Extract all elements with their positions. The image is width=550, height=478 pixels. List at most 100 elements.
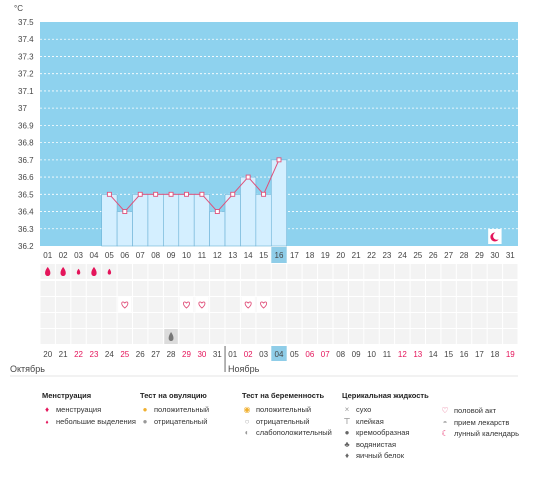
marker-cell: [55, 313, 71, 328]
line-segment: [124, 193, 141, 212]
legend-title-cervical: Церикальная жидкость: [342, 391, 429, 400]
marker-cell: [148, 313, 163, 328]
marker-cell: [287, 329, 302, 344]
cycle-day-label: 11: [198, 251, 207, 260]
marker-cell: [487, 329, 503, 344]
date-label: 21: [59, 350, 68, 359]
drop-icon: [45, 267, 51, 276]
marker-cell: [318, 281, 333, 296]
date-label: 03: [259, 350, 268, 359]
marker-cell: [194, 329, 210, 344]
marker-cell: [271, 313, 287, 328]
marker-cell: [456, 297, 472, 312]
marker-cell: [179, 281, 194, 296]
legend-other: ♡ половой акт ◓ прием лекарств ☾ лунный кал…: [440, 405, 519, 440]
temperature-point: [153, 191, 159, 197]
temperature-bar: [101, 194, 118, 247]
marker-cell: [425, 281, 441, 296]
legend: Менструация ♦ менструация ♦ небольшие выде…: [42, 391, 542, 471]
legend-ovulation: Тест на овуляцию ● положительный ● отрицат…: [140, 391, 209, 427]
legend-label: половой акт: [454, 406, 497, 415]
cycle-day-label: 09: [167, 251, 176, 260]
cycle-day-label: 15: [259, 251, 268, 260]
marker-cell: [348, 313, 364, 328]
marker-cell: [287, 313, 302, 328]
marker-cell: [333, 264, 348, 279]
marker-cell: [487, 264, 503, 279]
marker-cell: [240, 313, 256, 328]
marker-cell: [271, 264, 287, 279]
marker-cell: [179, 264, 194, 279]
date-label: 11: [383, 350, 392, 359]
marker-cell: [472, 329, 487, 344]
marker-cell: [395, 264, 410, 279]
marker-cell: [364, 281, 379, 296]
event-markers: [45, 229, 502, 344]
date-label: 09: [352, 350, 361, 359]
date-label: 19: [506, 350, 515, 359]
legend-label: кремообразная: [356, 428, 410, 437]
heart-cell: [195, 297, 209, 312]
marker-cell: [487, 281, 503, 296]
marker-cell: [225, 281, 240, 296]
marker-cell: [364, 329, 379, 344]
marker-cell: [225, 297, 240, 312]
cycle-day-label: 01: [43, 251, 52, 260]
marker-cell: [86, 297, 102, 312]
y-tick-label: 37.5: [18, 18, 34, 27]
heart-icon: ♡: [441, 406, 449, 415]
marker-cell: [40, 313, 55, 328]
marker-cell: [333, 313, 348, 328]
marker-cell: [102, 281, 117, 296]
sun-icon: ●: [142, 405, 148, 414]
line-segment: [247, 176, 264, 195]
date-label: 12: [398, 350, 407, 359]
marker-cell: [240, 329, 256, 344]
date-label: 15: [444, 350, 453, 359]
marker-cell: [302, 264, 318, 279]
marker-cell: [133, 329, 148, 344]
temperature-bars: [101, 159, 288, 247]
date-axis: 20 21 22 23 24 25 26 27 28 29 30 31 01 02 03 04 05 06 07 08…: [43, 346, 515, 361]
temperature-point: [137, 191, 143, 197]
positive-test-icon: ◉: [243, 405, 251, 414]
date-label: 07: [321, 350, 330, 359]
current-date-highlight: [271, 346, 287, 361]
cycle-day-label: 14: [244, 251, 253, 260]
marker-cell: [148, 281, 163, 296]
temperature-bar: [240, 176, 257, 247]
marker-cell: [425, 313, 441, 328]
cycle-day-label: 12: [213, 251, 222, 260]
marker-cell: [71, 281, 86, 296]
cycle-day-label: 06: [120, 251, 129, 260]
marker-cell: [425, 297, 441, 312]
heart-cell: [118, 297, 132, 312]
marker-cell: [364, 297, 379, 312]
current-day-highlight: [271, 247, 287, 263]
cycle-day-label: 03: [74, 251, 83, 260]
legend-label: отрицательный: [256, 416, 310, 426]
marker-cell: [271, 297, 287, 312]
legend-label: положительный: [154, 405, 210, 414]
marker-cell: [256, 329, 271, 344]
marker-cell: [441, 329, 456, 344]
cycle-day-label: 26: [429, 251, 438, 260]
small-drop-icon: [76, 268, 81, 275]
cycle-day-label: 23: [382, 251, 391, 260]
date-label: 04: [275, 350, 284, 359]
temperature-bar: [193, 194, 210, 247]
marker-cell: [256, 264, 271, 279]
heart-icon: [183, 301, 190, 309]
legend-label: менструация: [56, 405, 102, 414]
cycle-day-label: 20: [336, 251, 345, 260]
marker-cell: [256, 313, 271, 328]
marker-cell: [133, 297, 148, 312]
legend-label: яичный белок: [356, 451, 405, 460]
marker-cell: [240, 281, 256, 296]
legend-pregnancy: Тест на беременность ◉ положительный ○ отр…: [242, 391, 332, 439]
line-segment: [109, 193, 126, 212]
marker-cell: [287, 297, 302, 312]
marker-cell: [163, 313, 179, 328]
date-label: 02: [244, 350, 253, 359]
marker-cell: [225, 264, 240, 279]
